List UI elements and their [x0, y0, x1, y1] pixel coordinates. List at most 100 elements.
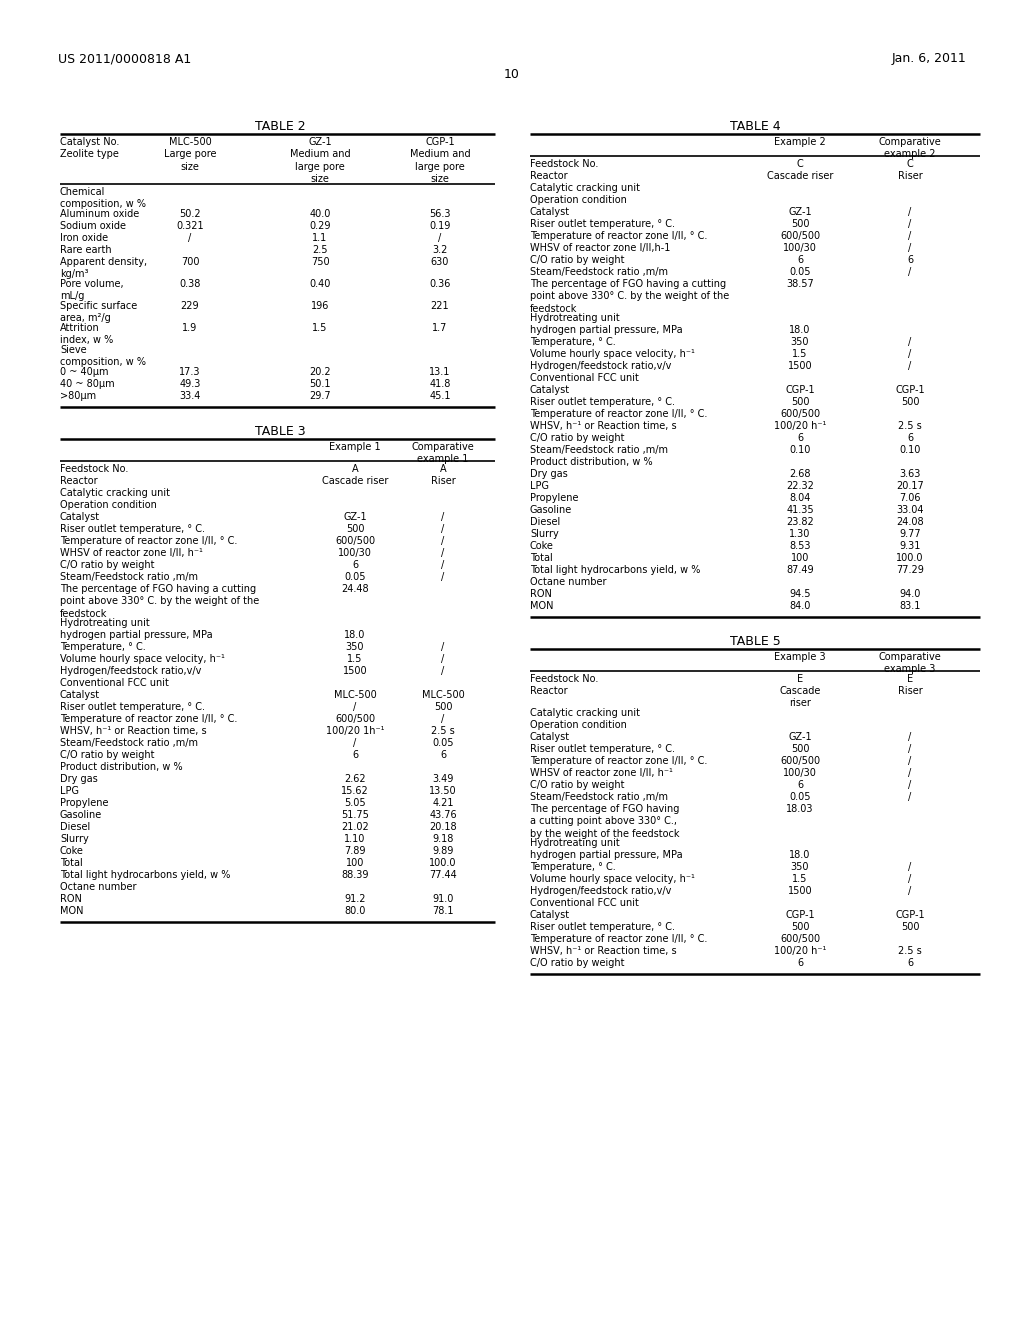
Text: TABLE 4: TABLE 4 — [730, 120, 780, 133]
Text: Conventional FCC unit: Conventional FCC unit — [530, 898, 639, 908]
Text: 630: 630 — [431, 257, 450, 267]
Text: /: / — [908, 768, 911, 777]
Text: 10: 10 — [504, 69, 520, 81]
Text: 1.10: 1.10 — [344, 834, 366, 843]
Text: 49.3: 49.3 — [179, 379, 201, 389]
Text: 56.3: 56.3 — [429, 209, 451, 219]
Text: RON: RON — [530, 589, 552, 599]
Text: Hydrogen/feedstock ratio,v/v: Hydrogen/feedstock ratio,v/v — [530, 360, 672, 371]
Text: 77.29: 77.29 — [896, 565, 924, 576]
Text: 6: 6 — [797, 255, 803, 265]
Text: 1.1: 1.1 — [312, 234, 328, 243]
Text: Volume hourly space velocity, h⁻¹: Volume hourly space velocity, h⁻¹ — [60, 653, 225, 664]
Text: 33.4: 33.4 — [179, 391, 201, 401]
Text: Coke: Coke — [60, 846, 84, 855]
Text: 350: 350 — [791, 337, 809, 347]
Text: Riser outlet temperature, ° C.: Riser outlet temperature, ° C. — [530, 397, 675, 407]
Text: 20.18: 20.18 — [429, 822, 457, 832]
Text: 500: 500 — [901, 921, 920, 932]
Text: 9.77: 9.77 — [899, 529, 921, 539]
Text: 8.04: 8.04 — [790, 492, 811, 503]
Text: 500: 500 — [791, 219, 809, 228]
Text: LPG: LPG — [60, 785, 79, 796]
Text: 9.89: 9.89 — [432, 846, 454, 855]
Text: 1500: 1500 — [787, 886, 812, 896]
Text: WHSV, h⁻¹ or Reaction time, s: WHSV, h⁻¹ or Reaction time, s — [530, 946, 677, 956]
Text: Propylene: Propylene — [60, 799, 109, 808]
Text: CGP-1: CGP-1 — [785, 909, 815, 920]
Text: 500: 500 — [434, 702, 453, 711]
Text: /: / — [441, 548, 444, 558]
Text: Slurry: Slurry — [60, 834, 89, 843]
Text: Propylene: Propylene — [530, 492, 579, 503]
Text: 24.48: 24.48 — [341, 583, 369, 594]
Text: 4.21: 4.21 — [432, 799, 454, 808]
Text: Hydrogen/feedstock ratio,v/v: Hydrogen/feedstock ratio,v/v — [530, 886, 672, 896]
Text: 20.17: 20.17 — [896, 480, 924, 491]
Text: 83.1: 83.1 — [899, 601, 921, 611]
Text: >80μm: >80μm — [60, 391, 96, 401]
Text: 500: 500 — [791, 744, 809, 754]
Text: 24.08: 24.08 — [896, 517, 924, 527]
Text: 43.76: 43.76 — [429, 810, 457, 820]
Text: WHSV, h⁻¹ or Reaction time, s: WHSV, h⁻¹ or Reaction time, s — [530, 421, 677, 432]
Text: /: / — [353, 738, 356, 748]
Text: Steam/Feedstock ratio ,m/m: Steam/Feedstock ratio ,m/m — [530, 792, 668, 803]
Text: Pore volume,
mL/g: Pore volume, mL/g — [60, 279, 124, 301]
Text: 1.30: 1.30 — [790, 529, 811, 539]
Text: /: / — [438, 234, 441, 243]
Text: hydrogen partial pressure, MPa: hydrogen partial pressure, MPa — [60, 630, 213, 640]
Text: 8.53: 8.53 — [790, 541, 811, 550]
Text: C: C — [797, 158, 804, 169]
Text: 88.39: 88.39 — [341, 870, 369, 880]
Text: Catalyst: Catalyst — [530, 733, 570, 742]
Text: /: / — [441, 667, 444, 676]
Text: Catalytic cracking unit: Catalytic cracking unit — [530, 183, 640, 193]
Text: /: / — [441, 714, 444, 723]
Text: Reactor: Reactor — [530, 172, 567, 181]
Text: Catalyst: Catalyst — [530, 207, 570, 216]
Text: 500: 500 — [791, 397, 809, 407]
Text: TABLE 2: TABLE 2 — [255, 120, 305, 133]
Text: /: / — [908, 207, 911, 216]
Text: 500: 500 — [346, 524, 365, 535]
Text: /: / — [908, 744, 911, 754]
Text: E: E — [797, 675, 803, 684]
Text: GZ-1: GZ-1 — [343, 512, 367, 521]
Text: CGP-1
Medium and
large pore
size: CGP-1 Medium and large pore size — [410, 137, 470, 185]
Text: 600/500: 600/500 — [335, 536, 375, 546]
Text: 9.18: 9.18 — [432, 834, 454, 843]
Text: C: C — [906, 158, 913, 169]
Text: 0.05: 0.05 — [432, 738, 454, 748]
Text: 100: 100 — [791, 553, 809, 564]
Text: 0.19: 0.19 — [429, 220, 451, 231]
Text: Comparative
example 3: Comparative example 3 — [879, 652, 941, 675]
Text: /: / — [908, 337, 911, 347]
Text: 1.5: 1.5 — [793, 874, 808, 884]
Text: Temperature, ° C.: Temperature, ° C. — [530, 862, 615, 873]
Text: 2.5 s: 2.5 s — [431, 726, 455, 737]
Text: GZ-1: GZ-1 — [788, 207, 812, 216]
Text: 0.10: 0.10 — [899, 445, 921, 455]
Text: C/O ratio by weight: C/O ratio by weight — [60, 560, 155, 570]
Text: 33.04: 33.04 — [896, 506, 924, 515]
Text: 6: 6 — [907, 958, 913, 968]
Text: Steam/Feedstock ratio ,m/m: Steam/Feedstock ratio ,m/m — [60, 738, 198, 748]
Text: MON: MON — [530, 601, 554, 611]
Text: Chemical
composition, w %: Chemical composition, w % — [60, 187, 146, 210]
Text: Diesel: Diesel — [60, 822, 90, 832]
Text: /: / — [441, 642, 444, 652]
Text: 50.2: 50.2 — [179, 209, 201, 219]
Text: Volume hourly space velocity, h⁻¹: Volume hourly space velocity, h⁻¹ — [530, 874, 695, 884]
Text: 350: 350 — [346, 642, 365, 652]
Text: 2.5 s: 2.5 s — [898, 946, 922, 956]
Text: 40.0: 40.0 — [309, 209, 331, 219]
Text: 221: 221 — [431, 301, 450, 312]
Text: Product distribution, w %: Product distribution, w % — [530, 457, 652, 467]
Text: 29.7: 29.7 — [309, 391, 331, 401]
Text: TABLE 3: TABLE 3 — [255, 425, 305, 438]
Text: 196: 196 — [311, 301, 329, 312]
Text: Catalyst: Catalyst — [530, 909, 570, 920]
Text: C/O ratio by weight: C/O ratio by weight — [530, 780, 625, 789]
Text: Operation condition: Operation condition — [530, 719, 627, 730]
